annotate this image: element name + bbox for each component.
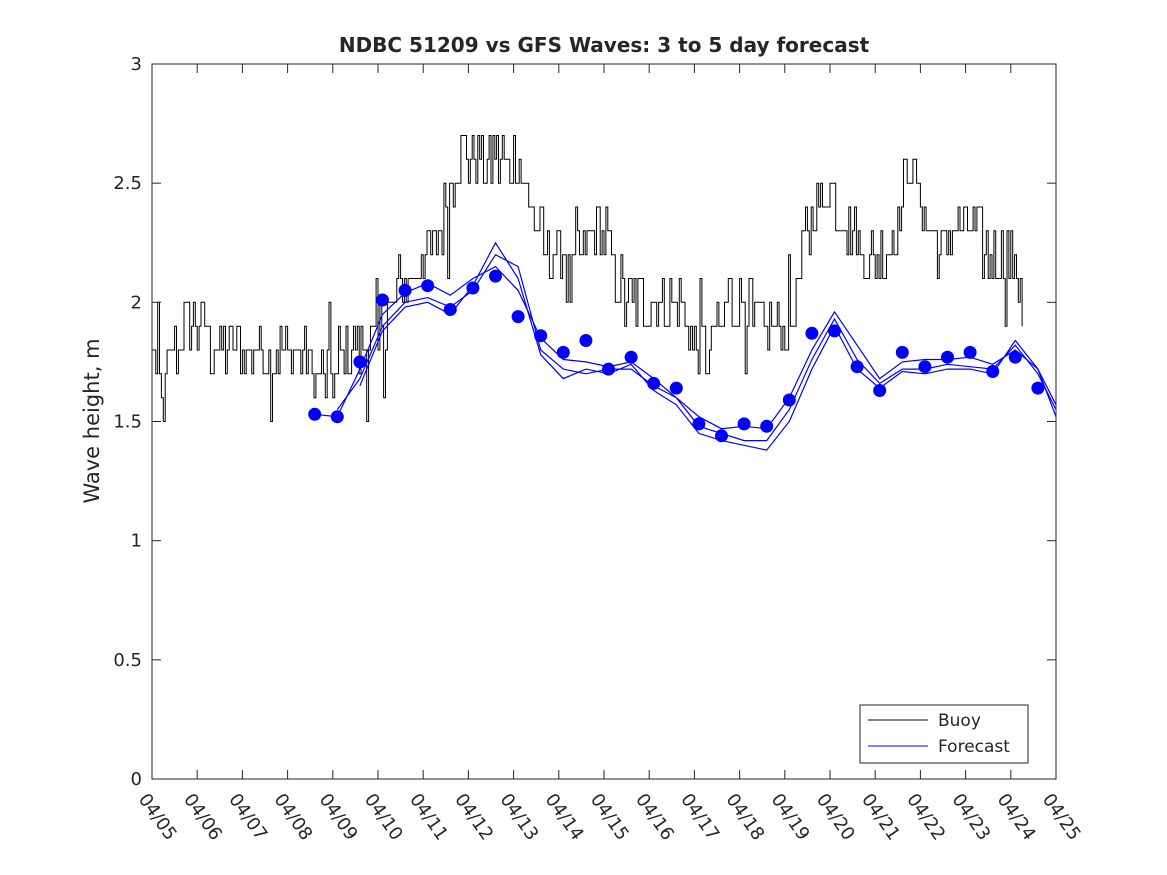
y-tick-label: 0 — [131, 769, 142, 790]
forecast-marker — [850, 360, 864, 374]
forecast-marker — [805, 326, 819, 340]
forecast-marker — [1008, 350, 1022, 364]
y-axis-label: Wave height, m — [80, 338, 104, 503]
forecast-marker — [986, 365, 1000, 378]
forecast-marker — [873, 384, 887, 397]
forecast-marker — [715, 429, 728, 443]
legend-forecast-label: Forecast — [938, 737, 1010, 757]
forecast-marker — [534, 329, 548, 343]
y-tick-label: 2.5 — [113, 173, 142, 194]
y-tick-label: 2 — [131, 292, 142, 313]
forecast-marker — [963, 345, 977, 359]
forecast-marker — [398, 283, 412, 297]
y-tick-label: 1.5 — [113, 412, 142, 433]
forecast-marker — [443, 303, 457, 316]
forecast-marker — [489, 269, 502, 283]
forecast-marker — [511, 310, 525, 324]
legend-box — [859, 704, 1029, 764]
chart-title: NDBC 51209 vs GFS Waves: 3 to 5 day fore… — [339, 33, 870, 57]
forecast-marker — [376, 293, 389, 307]
forecast-marker — [941, 350, 954, 364]
buoy-line — [152, 135, 1023, 422]
y-tick-label: 3 — [131, 54, 142, 75]
forecast-marker — [353, 355, 367, 369]
forecast-marker — [308, 407, 322, 421]
plot-area — [152, 135, 1057, 451]
forecast-marker — [602, 362, 615, 376]
y-tick-label: 1 — [131, 531, 142, 552]
legend: Buoy Forecast — [859, 704, 1029, 764]
forecast-marker — [918, 360, 932, 374]
forecast-marker — [669, 381, 683, 395]
y-tick-label: 0.5 — [113, 650, 142, 671]
forecast-marker — [692, 417, 706, 431]
forecast-marker — [1031, 381, 1045, 395]
forecast-line-3 — [359, 241, 1057, 451]
forecast-marker — [760, 419, 774, 433]
legend-buoy-label: Buoy — [938, 711, 981, 731]
forecast-marker — [579, 334, 593, 347]
forecast-marker — [330, 410, 344, 424]
forecast-marker — [624, 350, 638, 364]
forecast-marker — [782, 393, 796, 407]
forecast-marker — [647, 376, 661, 390]
forecast-marker — [556, 345, 570, 359]
forecast-marker — [421, 279, 435, 293]
forecast-marker — [737, 417, 751, 431]
forecast-marker — [828, 324, 841, 338]
forecast-line-1 — [314, 265, 1057, 430]
forecast-marker — [895, 345, 909, 359]
forecast-marker — [466, 281, 480, 295]
